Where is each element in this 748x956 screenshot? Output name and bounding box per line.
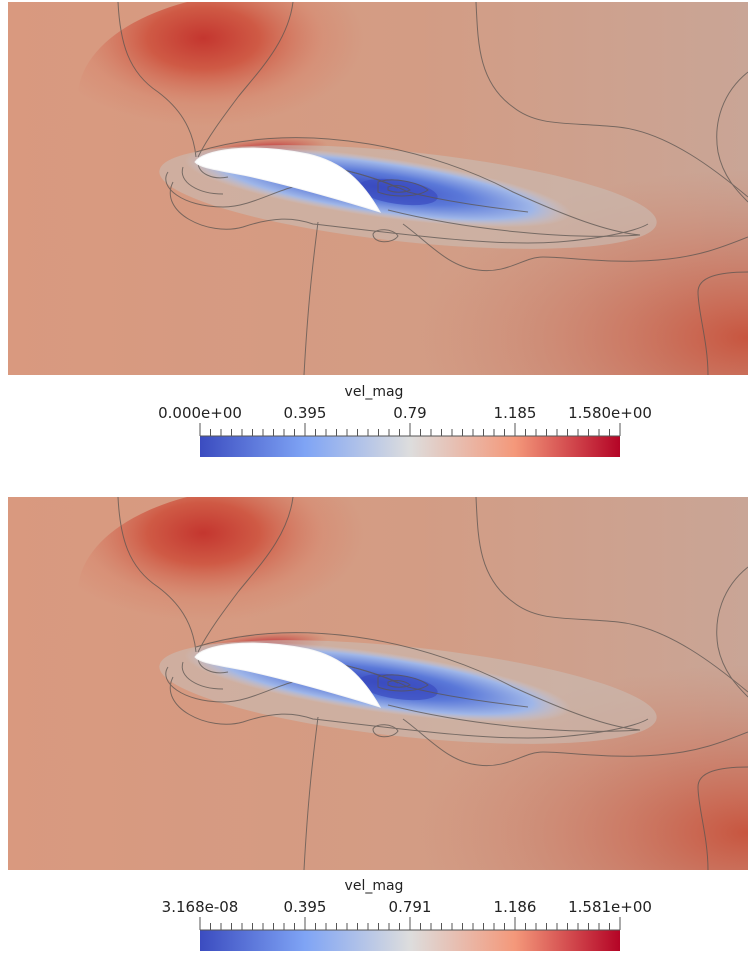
colorbar-tick-label: 1.580e+00 [568, 404, 652, 422]
colorbar-tick-label: 0.395 [283, 404, 327, 422]
colorbar-top: vel_mag 0.000e+00 0.395 0.79 1.185 1.580… [0, 380, 748, 460]
airfoil-shape [194, 147, 382, 213]
colorbar-tick-label: 1.581e+00 [568, 898, 652, 916]
colorbar-tick-label: 3.168e-08 [161, 898, 239, 916]
field-plot-top [8, 2, 748, 375]
colorbar-gradient [199, 423, 621, 457]
colorbar-title: vel_mag [344, 384, 404, 400]
field-plot-bottom [8, 497, 748, 870]
velocity-field-bottom [8, 497, 748, 870]
colorbar-gradient [199, 917, 621, 951]
colorbar-tick-label: 1.185 [493, 404, 537, 422]
colorbar-tick-label: 0.79 [393, 404, 427, 422]
colorbar-tick-label: 0.000e+00 [158, 404, 242, 422]
colorbar-tick-label: 0.395 [283, 898, 327, 916]
airfoil-shape [194, 642, 382, 708]
colorbar-tick-label: 1.186 [493, 898, 537, 916]
colorbar-title: vel_mag [344, 878, 404, 894]
colorbar-bottom: vel_mag 3.168e-08 0.395 0.791 1.186 1.58… [0, 874, 748, 954]
colorbar-tick-label: 0.791 [388, 898, 432, 916]
velocity-field-top [8, 2, 748, 375]
